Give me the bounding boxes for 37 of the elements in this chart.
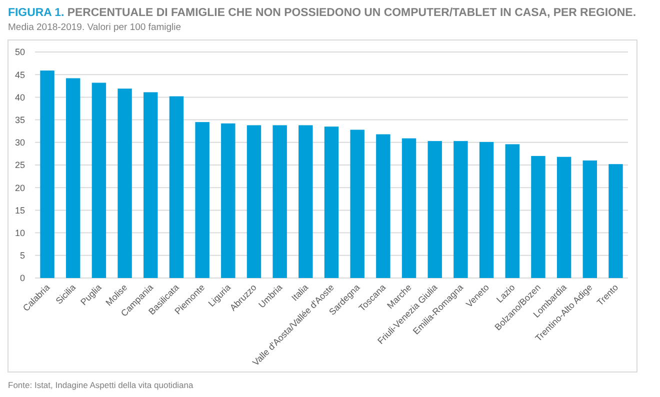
chart-title: FIGURA 1. PERCENTUALE DI FAMIGLIE CHE NON POSSIEDONO UN COMPUTER/TABLET IN CASA, PER REGIONE. [8,7,639,19]
bar [40,70,54,278]
y-tick-label: 50 [14,47,25,58]
bar [118,88,132,278]
bar [531,156,546,278]
bar [92,82,106,278]
y-tick-label: 25 [14,160,25,170]
bar [402,138,416,278]
y-tick-label: 30 [14,138,25,148]
bar [479,142,494,278]
bar [272,125,287,278]
bar [454,141,468,278]
y-tick-label: 5 [20,250,25,261]
bar [608,164,623,278]
bar [66,78,80,278]
y-tick-label: 0 [20,273,25,284]
bar [221,123,236,278]
bar [582,160,597,278]
y-tick-label: 20 [14,182,25,193]
bar [195,122,210,278]
bar [350,130,364,278]
y-tick-label: 45 [14,70,25,80]
y-tick-label: 40 [14,92,25,102]
source-note: Fonte: Istat, Indagine Aspetti della vita quotidiana [8,380,194,390]
bar [246,125,262,278]
bar [428,141,442,278]
y-tick-label: 15 [14,205,25,216]
chart-subtitle: Media 2018-2019. Valori per 100 famiglie [8,22,182,33]
bar [169,96,184,278]
bar [505,144,520,278]
y-tick-label: 10 [14,228,25,238]
bar [144,92,158,278]
bar [324,126,339,278]
bar [556,156,572,278]
y-tick-label: 35 [14,114,25,125]
bar [376,134,390,278]
bar [298,125,313,278]
